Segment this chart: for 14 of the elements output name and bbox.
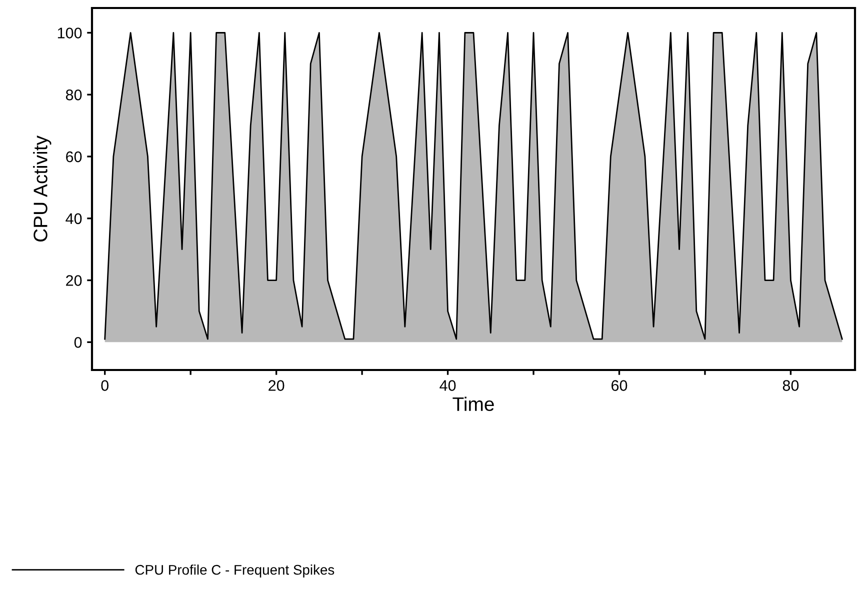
y-axis-title: CPU Activity (33, 136, 52, 242)
x-tick-label: 80 (782, 380, 799, 391)
y-tick-label: 20 (66, 275, 82, 286)
y-tick-label: 40 (66, 213, 82, 224)
text: CPU Profile C - Frequent Spikes (135, 564, 334, 578)
x-axis-title: Time (452, 396, 494, 412)
x-tick-label: 0 (101, 380, 109, 391)
x-tick-label: 20 (268, 380, 284, 391)
x-tick-label: 60 (612, 380, 628, 391)
y-tick-label: 0 (74, 337, 82, 348)
x-tick-label: 40 (440, 380, 456, 391)
y-tick-label: 100 (58, 28, 82, 38)
y-tick-label: 80 (66, 90, 82, 100)
y-tick-label: 60 (66, 151, 82, 162)
